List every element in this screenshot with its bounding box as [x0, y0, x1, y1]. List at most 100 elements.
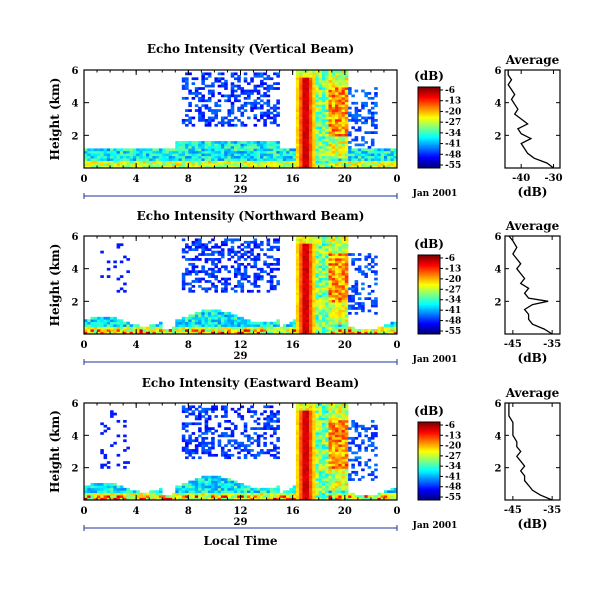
heatmap-cell — [175, 490, 179, 494]
heatmap-cell — [308, 466, 313, 469]
heatmap-cell — [292, 155, 297, 159]
heatmap-cell — [119, 326, 124, 330]
heatmap-cell — [308, 294, 313, 298]
heatmap-cell — [348, 133, 352, 137]
heatmap-cell — [331, 253, 336, 256]
heatmap-cell — [269, 77, 274, 81]
heatmap-cell — [276, 439, 280, 443]
colorbar-tick-label: -20 — [445, 275, 461, 285]
heatmap-cell — [325, 453, 329, 457]
heatmap-cell — [325, 70, 329, 73]
heatmap-cell — [110, 165, 114, 169]
heatmap-cell — [188, 109, 192, 112]
heatmap-cell — [214, 429, 218, 433]
heatmap-cell — [224, 94, 228, 98]
heatmap-cell — [299, 165, 303, 169]
heatmap-cell — [335, 473, 339, 477]
heatmap-cell — [338, 121, 342, 125]
heatmap-cell — [172, 153, 176, 157]
heatmap-cell — [312, 270, 316, 274]
heatmap-cell — [351, 439, 355, 443]
heatmap-cell — [374, 304, 378, 308]
heatmap-cell — [198, 165, 202, 169]
heatmap-cell — [269, 121, 274, 125]
heatmap-cell — [325, 319, 329, 323]
heatmap-cell — [129, 148, 134, 152]
heatmap-cell — [390, 160, 395, 164]
heatmap-cell — [383, 148, 388, 152]
heatmap-cell — [194, 277, 199, 281]
heatmap-cell — [230, 101, 235, 105]
heatmap-cell — [263, 77, 267, 81]
heatmap-cell — [331, 407, 336, 411]
heatmap-cell — [191, 280, 196, 283]
heatmap-cell — [289, 487, 293, 491]
heatmap-cell — [116, 243, 121, 247]
heatmap-cell — [233, 492, 238, 496]
heatmap-cell — [106, 153, 111, 157]
heatmap-cell — [292, 329, 297, 332]
heatmap-cell — [224, 87, 228, 90]
heatmap-cell — [152, 331, 157, 335]
heatmap-cell — [357, 148, 362, 152]
heatmap-cell — [204, 331, 209, 335]
heatmap-cell — [308, 475, 313, 479]
heatmap-cell — [302, 475, 307, 479]
heatmap-cell — [308, 158, 313, 161]
heatmap-cell — [305, 148, 310, 152]
heatmap-cell — [354, 160, 359, 164]
heatmap-cell — [162, 495, 166, 498]
heatmap-cell — [269, 324, 274, 327]
heatmap-cell — [168, 155, 173, 159]
heatmap-cell — [230, 111, 235, 115]
heatmap-cell — [198, 417, 202, 421]
heatmap-cell — [305, 119, 310, 122]
heatmap-cell — [269, 145, 274, 149]
heatmap-cell — [338, 128, 342, 132]
heatmap-cell — [185, 82, 189, 85]
heatmap-cell — [341, 285, 346, 288]
heatmap-cell — [217, 163, 222, 166]
heatmap-cell — [227, 456, 232, 460]
heatmap-cell — [181, 439, 186, 443]
heatmap-cell — [237, 84, 241, 88]
heatmap-cell — [302, 422, 307, 426]
heatmap-cell — [351, 451, 355, 455]
heatmap-cell — [123, 439, 127, 443]
heatmap-cell — [331, 434, 336, 438]
heatmap-cell — [227, 258, 232, 261]
heatmap-cell — [97, 165, 101, 169]
heatmap-cell — [250, 89, 254, 93]
heatmap-cell — [175, 143, 179, 147]
heatmap-cell — [312, 141, 316, 144]
heatmap-cell — [243, 148, 248, 152]
heatmap-cell — [220, 490, 225, 494]
heatmap-cell — [325, 82, 329, 85]
heatmap-cell — [318, 282, 323, 286]
heatmap-cell — [250, 415, 254, 418]
heatmap-cell — [295, 265, 300, 269]
heatmap-cell — [211, 407, 215, 411]
heatmap-cell — [325, 92, 329, 95]
heatmap-cell — [188, 329, 192, 332]
heatmap-cell — [299, 329, 303, 332]
heatmap-cell — [106, 497, 111, 501]
heatmap-cell — [269, 424, 274, 428]
heatmap-cell — [341, 99, 346, 103]
heatmap-cell — [168, 153, 173, 157]
heatmap-cell — [315, 148, 320, 152]
heatmap-cell — [312, 285, 316, 288]
colorbar-step — [418, 268, 440, 270]
heatmap-cell — [315, 429, 320, 433]
heatmap-cell — [331, 329, 336, 332]
heatmap-cell — [158, 490, 163, 494]
heatmap-cell — [302, 287, 307, 291]
heatmap-cell — [344, 483, 349, 486]
heatmap-cell — [106, 267, 111, 271]
heatmap-cell — [344, 253, 349, 256]
heatmap-cell — [198, 415, 202, 418]
heatmap-cell — [240, 87, 245, 90]
heatmap-cell — [331, 280, 336, 283]
heatmap-cell — [299, 439, 303, 443]
heatmap-cell — [256, 74, 261, 78]
